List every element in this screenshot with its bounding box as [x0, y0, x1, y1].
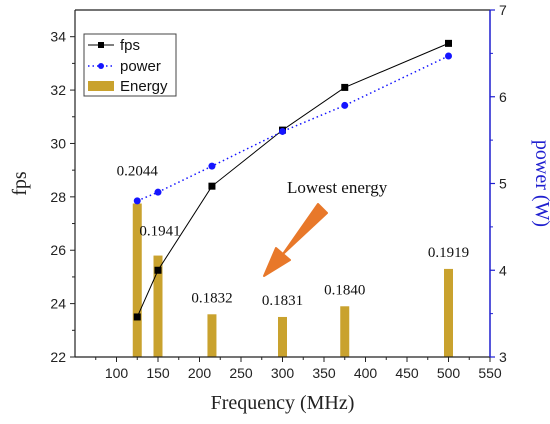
energy-bar	[340, 306, 350, 357]
x-axis-title: Frequency (MHz)	[211, 392, 355, 414]
fps-point	[341, 83, 349, 91]
x-tick-label: 100	[105, 365, 129, 381]
legend-fps-marker	[98, 42, 104, 48]
x-tick-label: 150	[146, 365, 170, 381]
energy-bar	[278, 316, 287, 357]
fps-series-line	[136, 42, 449, 318]
legend: fps power Energy	[83, 33, 177, 97]
energy-bars	[132, 203, 453, 357]
y-right-tick-label: 6	[499, 89, 507, 105]
power-series-line	[136, 55, 449, 202]
fps-point	[154, 266, 162, 274]
x-tick-label: 450	[395, 365, 419, 381]
power-point	[208, 162, 216, 170]
power-point	[341, 101, 349, 109]
legend-power-label: power	[120, 58, 161, 75]
data-labels: 0.2044 0.1941 0.1832 0.1831 0.1840 0.1919	[117, 164, 470, 309]
y-left-tick-label: 24	[50, 296, 66, 312]
series-lines	[133, 39, 452, 321]
y-right-tick-label: 3	[499, 349, 507, 365]
y-right-tick-label: 4	[499, 262, 507, 278]
y-right-axis-title: power (W)	[531, 140, 550, 227]
power-point	[279, 127, 286, 135]
energy-bar	[132, 203, 142, 357]
fps-point	[208, 182, 216, 190]
x-tick-label: 250	[229, 365, 253, 381]
energy-data-label: 0.1831	[262, 293, 303, 309]
energy-data-label: 0.1941	[139, 224, 180, 240]
energy-bar	[153, 255, 163, 357]
x-tick-label: 500	[437, 365, 461, 381]
y-left-tick-label: 34	[50, 29, 66, 45]
power-point	[445, 52, 452, 60]
legend-fps-label: fps	[120, 37, 140, 54]
lowest-energy-annotation: Lowest energy	[263, 178, 388, 277]
y-left-tick-label: 22	[50, 349, 66, 365]
x-tick-label: 550	[478, 365, 502, 381]
energy-data-label: 0.1832	[191, 290, 232, 306]
y-left-axis-title: fps	[9, 171, 31, 196]
x-tick-label: 300	[271, 365, 295, 381]
energy-data-label: 0.2044	[117, 164, 159, 180]
y-right-tick-label: 5	[499, 176, 507, 192]
y-right-tick-label: 7	[499, 2, 507, 18]
fps-point	[445, 39, 452, 47]
fps-point	[133, 313, 141, 321]
axes: 100 150 200 250 300 350 400 450 500 5502224262830…	[9, 2, 550, 414]
x-tick-label: 350	[312, 365, 336, 381]
energy-data-label: 0.1840	[324, 282, 365, 298]
y-left-tick-label: 26	[50, 242, 66, 258]
annotation-arrow	[263, 203, 328, 277]
energy-data-label: 0.1919	[428, 245, 469, 261]
x-tick-label: 200	[188, 365, 212, 381]
y-left-tick-label: 32	[50, 82, 66, 98]
legend-power-marker	[98, 63, 104, 69]
x-tick-label: 400	[354, 365, 378, 381]
energy-bar	[444, 268, 453, 357]
power-point	[133, 197, 141, 205]
y-left-tick-label: 28	[50, 189, 66, 205]
power-point	[154, 188, 162, 196]
annotation-text: Lowest energy	[287, 178, 388, 197]
y-left-tick-label: 30	[50, 135, 66, 151]
legend-energy-label: Energy	[120, 78, 168, 95]
legend-energy-swatch	[88, 81, 114, 91]
energy-bar	[207, 314, 217, 357]
